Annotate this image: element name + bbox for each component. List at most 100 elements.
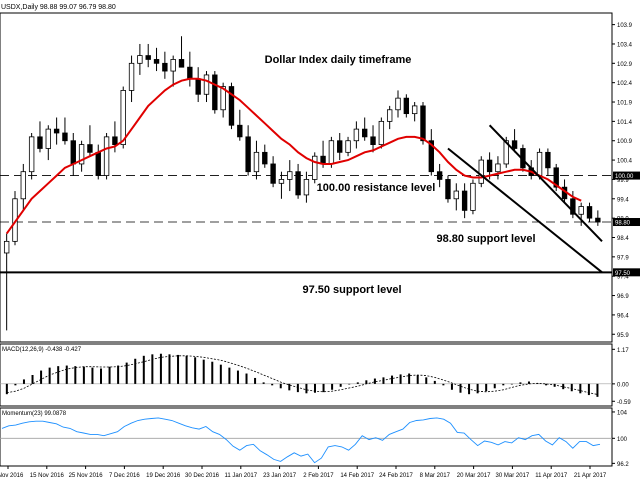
- momentum-legend: Momentum(23) 99.0878: [2, 411, 67, 417]
- macd-bar: [519, 382, 522, 384]
- macd-bar: [271, 383, 274, 386]
- macd-bar: [399, 374, 402, 384]
- x-tick-label: 25 Nov 2016: [69, 473, 104, 479]
- macd-bar: [57, 366, 60, 384]
- macd-legend: MACD(12,26,9) -0.438 -0.427: [2, 347, 82, 353]
- macd-bar: [365, 380, 368, 384]
- candle-body: [370, 136, 376, 146]
- x-tick-label: 2 Feb 2017: [303, 473, 334, 479]
- macd-y-tick-label: 0.00: [617, 382, 629, 388]
- x-tick-label: 7 Dec 2016: [109, 473, 140, 479]
- macd-bar: [527, 381, 530, 384]
- x-tick-label: 14 Feb 2017: [340, 473, 374, 479]
- x-tick-label: 11 Jan 2017: [225, 473, 258, 479]
- x-tick-label: 11 Apr 2017: [535, 473, 568, 479]
- candle-body: [237, 124, 243, 138]
- macd-y-tick-label: -0.59: [617, 400, 631, 406]
- candle-body: [120, 90, 126, 146]
- candle-body: [253, 151, 260, 173]
- candle-body: [170, 59, 176, 72]
- macd-bar: [117, 365, 120, 384]
- macd-bar: [545, 383, 548, 386]
- candle-body: [595, 217, 601, 223]
- x-tick-label: 21 Apr 2017: [574, 473, 607, 479]
- macd-bar: [134, 358, 137, 384]
- macd-bar: [373, 378, 376, 384]
- macd-bar: [40, 370, 43, 384]
- macd-bar: [459, 383, 462, 393]
- candle-body: [37, 136, 43, 149]
- macd-bar: [305, 383, 308, 394]
- candle-body: [578, 206, 584, 215]
- momentum-y-tick-label: 96.2: [617, 462, 629, 468]
- candle-body: [553, 167, 559, 188]
- price-marker: [613, 218, 640, 227]
- macd-bar: [262, 382, 265, 384]
- macd-bar: [587, 383, 590, 396]
- macd-bar: [202, 359, 205, 384]
- macd-panel: MACD(12,26,9) -0.438 -0.427 1.17 0.00 -0.59: [0, 343, 631, 407]
- macd-bar: [450, 383, 453, 390]
- price-marker-label: 98.80: [615, 221, 631, 227]
- macd-bar: [596, 383, 599, 397]
- y-tick-label: 101.9: [617, 101, 633, 107]
- macd-bar: [14, 383, 17, 386]
- candle-body: [195, 78, 201, 95]
- price-panel: 103.9 103.4 102.9 102.4 101.9 101.4 100.9 100.4…: [0, 12, 640, 343]
- macd-bar: [502, 383, 505, 386]
- macd-bar: [279, 383, 282, 389]
- y-tick-label: 98.4: [617, 236, 629, 242]
- y-tick-label: 99.4: [617, 197, 629, 203]
- candle-body: [20, 171, 27, 200]
- candle-body: [112, 136, 118, 146]
- candle-body: [278, 179, 285, 184]
- symbol-header: USDX,Daily 98.88 99.07 96.79 98.80: [1, 4, 116, 11]
- candle-body: [420, 105, 426, 142]
- macd-bar: [339, 383, 342, 387]
- candle-body: [287, 171, 293, 180]
- candle-body: [470, 182, 476, 211]
- candle-body: [461, 190, 468, 211]
- macd-bar: [142, 355, 145, 384]
- candle-body: [62, 132, 68, 142]
- y-tick-label: 102.9: [617, 62, 633, 68]
- candle-body: [411, 105, 418, 115]
- momentum-y-tick-label: 100: [617, 437, 628, 443]
- candle-body: [303, 179, 310, 196]
- y-tick-label: 102.4: [617, 81, 633, 87]
- level-label: 98.80 support level: [436, 233, 535, 245]
- candle-body: [28, 136, 35, 173]
- channel-line: [488, 124, 603, 243]
- price-marker-label: 100.00: [615, 174, 634, 180]
- x-tick-label: 8 Mar 2017: [420, 473, 451, 479]
- macd-bar: [348, 383, 351, 385]
- candle-body: [453, 190, 459, 200]
- candle-body: [486, 159, 493, 173]
- macd-bar: [562, 383, 565, 390]
- candle-body: [337, 140, 343, 153]
- macd-bar: [408, 373, 411, 384]
- candle-body: [545, 151, 551, 169]
- candle-body: [403, 97, 410, 115]
- macd-bar: [82, 366, 85, 384]
- macd-bar: [74, 366, 77, 384]
- x-tick-label: 3 Nov 2016: [0, 473, 24, 479]
- y-tick-label: 103.4: [617, 42, 633, 48]
- candle-body: [178, 59, 185, 68]
- y-tick-label: 101.4: [617, 120, 633, 126]
- candle-body: [270, 163, 276, 184]
- y-tick-label: 100.4: [617, 159, 633, 165]
- candle-body: [586, 206, 593, 219]
- candle-body: [262, 151, 268, 165]
- candle-body: [328, 140, 335, 165]
- y-tick-label: 96.9: [617, 294, 629, 300]
- macd-bar: [100, 368, 103, 384]
- macd-bar: [31, 375, 34, 384]
- macd-bar: [108, 366, 111, 384]
- x-tick-label: 15 Nov 2016: [30, 473, 65, 479]
- candle-body: [353, 128, 360, 142]
- macd-bar: [425, 377, 428, 384]
- candle-body: [87, 144, 93, 153]
